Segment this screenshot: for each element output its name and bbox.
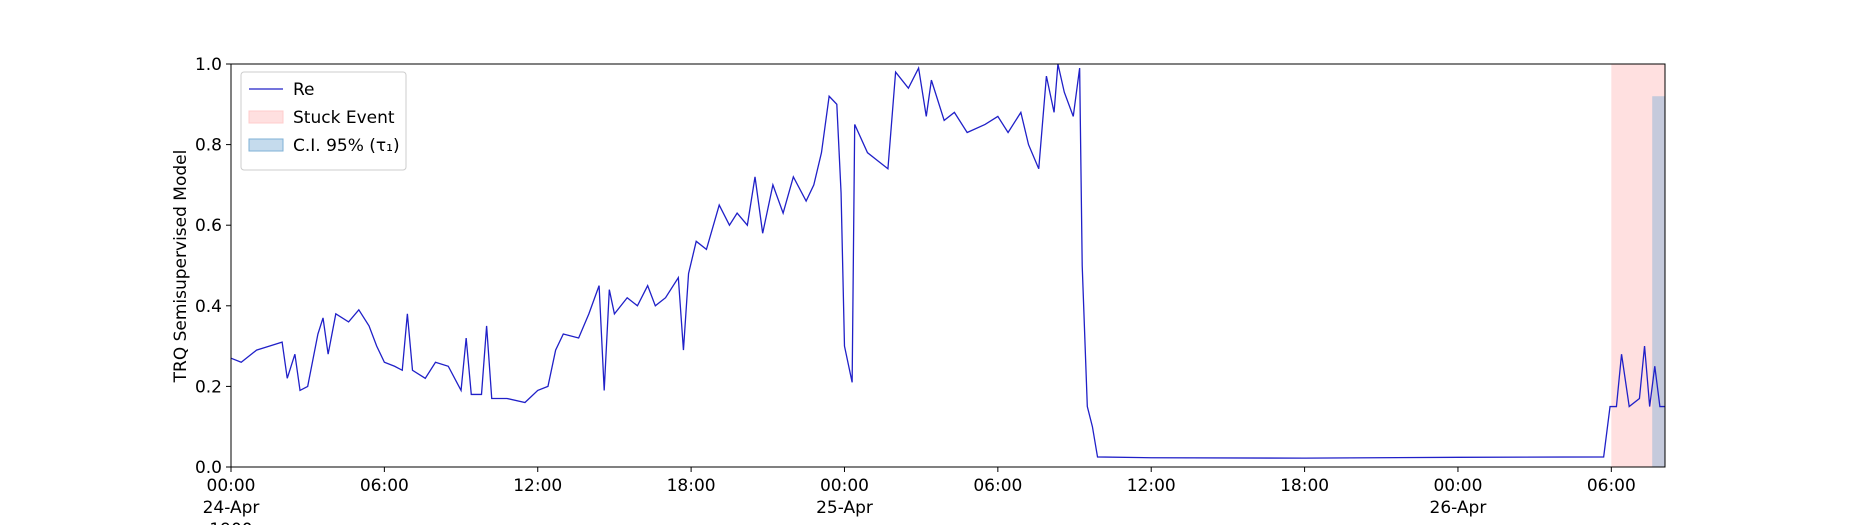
x-tick-label: 12:00: [513, 476, 562, 496]
legend-label: C.I. 95% (τ₁): [293, 136, 400, 156]
y-tick-label: 0.8: [195, 136, 222, 156]
y-tick-label: 1.0: [195, 55, 222, 75]
y-axis-label: TRQ Semisupervised Model: [171, 150, 191, 384]
data-line: [230, 63, 1665, 459]
x-tick-label: 06:00: [973, 476, 1022, 496]
legend-label: Stuck Event: [293, 108, 395, 128]
legend: Re Stuck Event C.I. 95% (τ₁): [240, 71, 407, 171]
x-tick-label: 00:00 25-Apr: [816, 476, 873, 518]
y-tick-label: 0.6: [195, 216, 222, 236]
plot-frame: [230, 63, 1666, 468]
y-tick-label: 0.2: [195, 377, 222, 397]
y-tick-label: 0.4: [195, 297, 222, 317]
x-tick-label: 06:00: [360, 476, 409, 496]
x-tick-label: 06:00: [1587, 476, 1636, 496]
legend-label: Re: [293, 80, 315, 100]
x-tick-label: 18:00: [667, 476, 716, 496]
legend-swatch: [248, 138, 284, 152]
x-tick-label: 12:00: [1127, 476, 1176, 496]
shaded-span: [1652, 96, 1665, 468]
legend-swatch: [248, 110, 284, 124]
legend-box: [240, 71, 407, 171]
x-tick-label: 00:00 26-Apr: [1430, 476, 1487, 518]
y-tick-label: 0.0: [195, 458, 222, 478]
x-tick-label: 18:00: [1280, 476, 1329, 496]
